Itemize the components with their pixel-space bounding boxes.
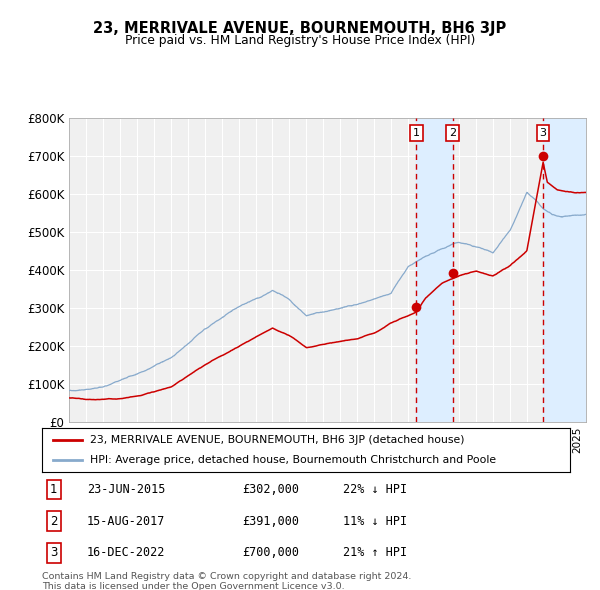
Text: Price paid vs. HM Land Registry's House Price Index (HPI): Price paid vs. HM Land Registry's House …	[125, 34, 475, 47]
Text: 22% ↓ HPI: 22% ↓ HPI	[343, 483, 407, 496]
Text: HPI: Average price, detached house, Bournemouth Christchurch and Poole: HPI: Average price, detached house, Bour…	[89, 455, 496, 465]
Text: 23, MERRIVALE AVENUE, BOURNEMOUTH, BH6 3JP: 23, MERRIVALE AVENUE, BOURNEMOUTH, BH6 3…	[94, 21, 506, 35]
Text: £700,000: £700,000	[242, 546, 299, 559]
Text: Contains HM Land Registry data © Crown copyright and database right 2024.
This d: Contains HM Land Registry data © Crown c…	[42, 572, 412, 590]
Text: 11% ↓ HPI: 11% ↓ HPI	[343, 514, 407, 528]
Text: 2: 2	[449, 128, 456, 138]
Text: 1: 1	[50, 483, 58, 496]
Text: £391,000: £391,000	[242, 514, 299, 528]
Text: 16-DEC-2022: 16-DEC-2022	[87, 546, 165, 559]
Text: £302,000: £302,000	[242, 483, 299, 496]
Text: 15-AUG-2017: 15-AUG-2017	[87, 514, 165, 528]
Bar	[416, 118, 452, 422]
Bar	[543, 118, 586, 422]
Text: 23, MERRIVALE AVENUE, BOURNEMOUTH, BH6 3JP (detached house): 23, MERRIVALE AVENUE, BOURNEMOUTH, BH6 3…	[89, 435, 464, 445]
Text: 3: 3	[50, 546, 58, 559]
Text: 2: 2	[50, 514, 58, 528]
Text: 1: 1	[413, 128, 420, 138]
Text: 3: 3	[539, 128, 547, 138]
Text: 21% ↑ HPI: 21% ↑ HPI	[343, 546, 407, 559]
Text: 23-JUN-2015: 23-JUN-2015	[87, 483, 165, 496]
